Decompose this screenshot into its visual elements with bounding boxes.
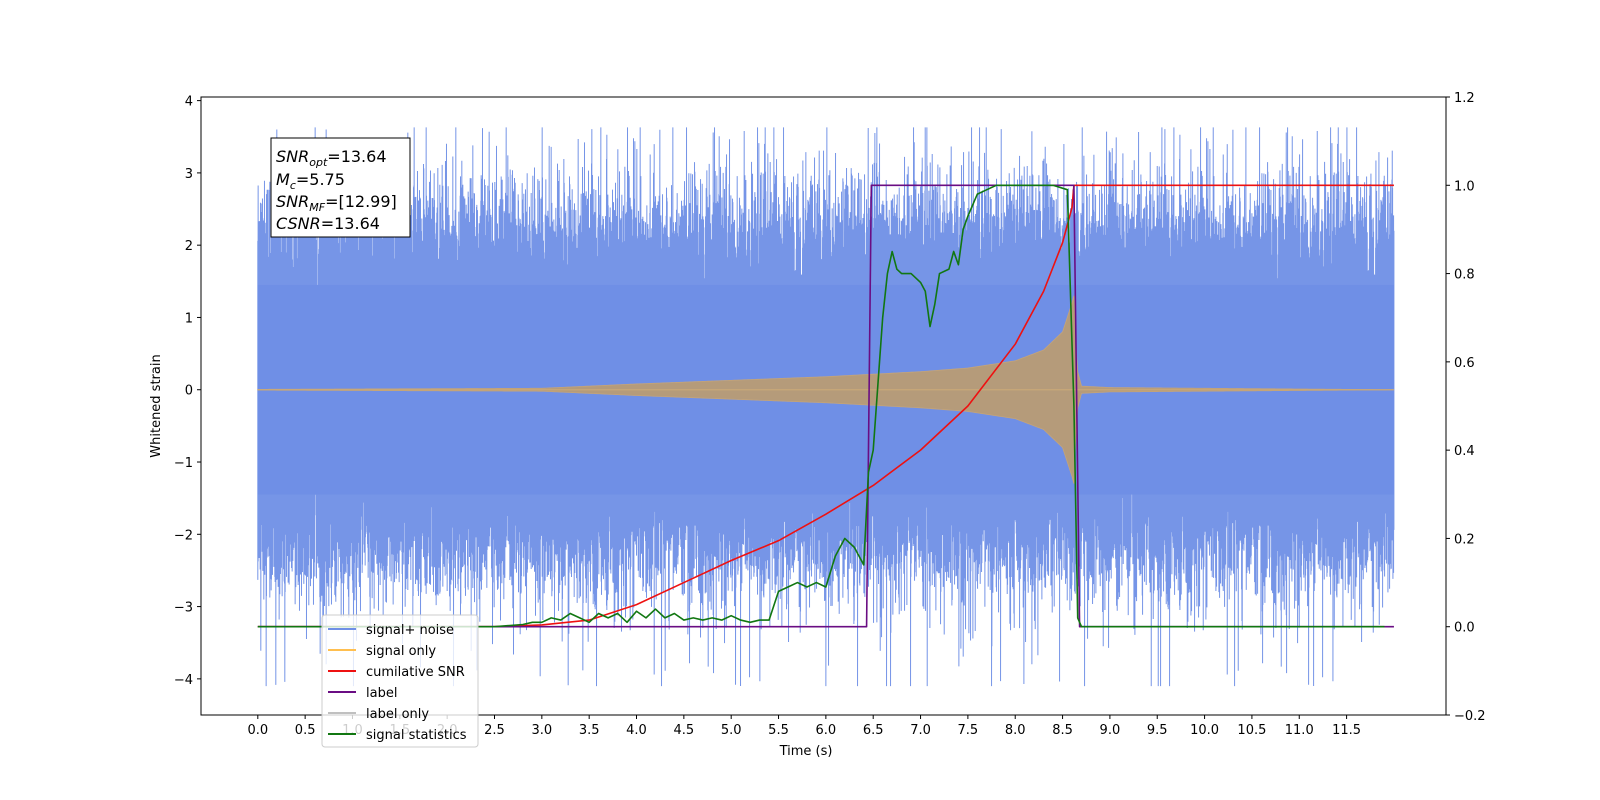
- annotation-mc: Mc=5.75: [276, 170, 345, 192]
- x-axis-label: Time (s): [779, 744, 833, 759]
- legend-box: [321, 614, 479, 748]
- y-right-tick-label: 1.2: [1454, 91, 1475, 106]
- y-tick-label: 2: [185, 239, 193, 254]
- plot-area: [257, 127, 1395, 687]
- x-tick-label: 11.5: [1332, 723, 1361, 738]
- annotation-box: SNRopt=13.64 Mc=5.75 SNRMF=[12.99] CSNR=…: [270, 137, 411, 238]
- annotation-csnr: CSNR=13.64: [276, 214, 380, 233]
- plot-frame: [200, 96, 1447, 716]
- y-axis-label: Whitened strain: [149, 354, 164, 457]
- legend-label: signal statistics: [366, 728, 467, 743]
- annotation-snr-mf: SNRMF=[12.99]: [276, 192, 397, 214]
- x-tick-label: 4.5: [674, 723, 695, 738]
- x-tick-label: 0.5: [295, 723, 316, 738]
- x-tick-label: 5.5: [768, 723, 789, 738]
- legend-label: label: [366, 686, 397, 701]
- x-tick-label: 8.5: [1052, 723, 1073, 738]
- x-tick-label: 4.0: [626, 723, 647, 738]
- legend-label: cumilative SNR: [366, 665, 465, 680]
- legend-label: signal+ noise: [366, 623, 454, 638]
- y-tick-label: −1: [174, 456, 193, 471]
- y-right-tick-label: −0.2: [1454, 709, 1486, 724]
- x-tick-label: 7.5: [958, 723, 979, 738]
- y-right-tick-label: 0.4: [1454, 444, 1475, 459]
- x-tick-label: 2.5: [484, 723, 505, 738]
- y-tick-label: 0: [185, 384, 193, 399]
- x-tick-label: 5.0: [721, 723, 742, 738]
- y-tick-label: −2: [174, 528, 193, 543]
- x-tick-label: 0.0: [247, 723, 268, 738]
- x-tick-label: 3.5: [579, 723, 600, 738]
- x-tick-label: 6.5: [863, 723, 884, 738]
- y-right-tick-label: 0.6: [1454, 356, 1475, 371]
- legend-label: signal only: [366, 644, 436, 659]
- x-tick-label: 3.0: [531, 723, 552, 738]
- y-right-tick-label: 0.8: [1454, 268, 1475, 283]
- y-tick-label: 1: [185, 311, 193, 326]
- x-tick-label: 10.0: [1190, 723, 1219, 738]
- legend: signal+ noise signal only cumilative SNR la…: [321, 614, 479, 748]
- x-tick-label: 11.0: [1285, 723, 1314, 738]
- y-right-tick-label: 0.2: [1454, 532, 1475, 547]
- y-right-tick-label: 1.0: [1454, 179, 1475, 194]
- x-tick-label: 10.5: [1237, 723, 1266, 738]
- y-tick-label: 4: [185, 95, 193, 110]
- y-tick-label: −4: [174, 673, 193, 688]
- x-tick-label: 7.0: [910, 723, 931, 738]
- y-tick-label: −3: [174, 601, 193, 616]
- x-tick-label: 6.0: [816, 723, 837, 738]
- y-right-tick-label: 0.0: [1454, 621, 1475, 636]
- annotation-snr-opt: SNRopt=13.64: [276, 147, 387, 169]
- x-tick-label: 9.5: [1147, 723, 1168, 738]
- y-tick-label: 3: [185, 167, 193, 182]
- series-signal-statistics: [257, 184, 1385, 628]
- x-tick-label: 9.0: [1100, 723, 1121, 738]
- x-tick-label: 8.0: [1005, 723, 1026, 738]
- legend-label: label only: [366, 707, 429, 722]
